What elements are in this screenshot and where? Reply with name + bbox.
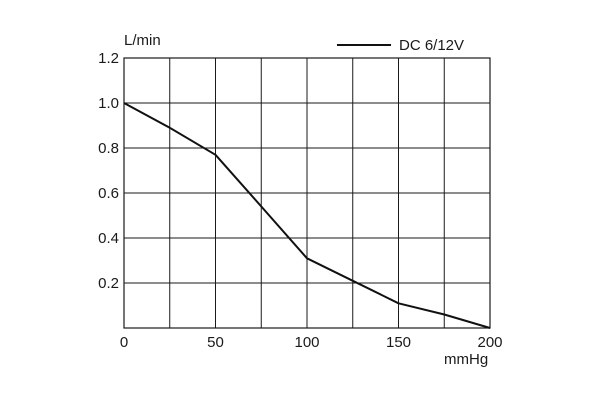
- y-tick-label: 1.2: [98, 50, 119, 67]
- plot-frame: [123, 57, 491, 329]
- x-tick-labels: 0 50 100 150 200: [120, 334, 503, 351]
- y-tick-label: 1.0: [98, 95, 119, 112]
- x-tick-label: 150: [386, 334, 411, 351]
- y-axis-label: L/min: [124, 32, 161, 49]
- y-tick-label: 0.8: [98, 140, 119, 157]
- x-tick-label: 100: [294, 334, 319, 351]
- legend-label-dc-6-12v: DC 6/12V: [399, 37, 464, 54]
- y-tick-labels: 0.2 0.4 0.6 0.8 1.0 1.2: [98, 50, 119, 292]
- y-tick-label: 0.4: [98, 230, 119, 247]
- y-tick-label: 0.2: [98, 275, 119, 292]
- x-axis-label: mmHg: [444, 351, 488, 368]
- x-tick-label: 200: [477, 334, 502, 351]
- series-group: [123, 102, 491, 329]
- x-tick-label: 0: [120, 334, 128, 351]
- y-tick-label: 0.6: [98, 185, 119, 202]
- x-tick-label: 50: [207, 334, 224, 351]
- legend: DC 6/12V: [337, 37, 464, 54]
- grid: [124, 58, 490, 328]
- series-line-dc-6-12v: [123, 102, 491, 329]
